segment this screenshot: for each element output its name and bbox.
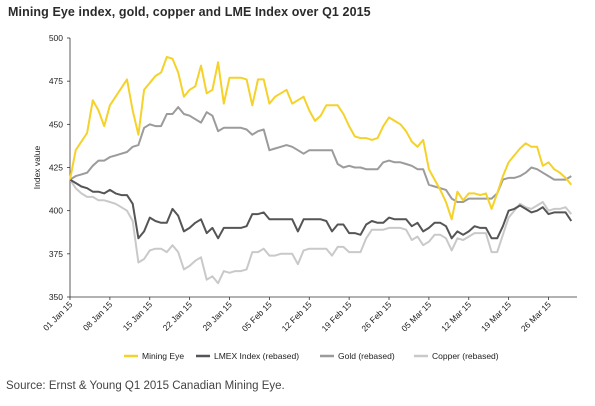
y-tick-label: 375 — [49, 249, 63, 259]
series-layer — [69, 56, 573, 285]
x-tick-label: 19 Mar 15 — [479, 299, 513, 333]
x-tick-label: 05 Mar 15 — [399, 299, 433, 333]
x-tick-label: 12 Mar 15 — [439, 299, 473, 333]
chart-title: Mining Eye index, gold, copper and LME I… — [8, 5, 371, 19]
chart-legend: Mining Eye LMEX Index (rebased) Gold (reba… — [124, 351, 499, 361]
x-tick-label: 29 Jan 15 — [200, 299, 234, 333]
legend-label: Mining Eye — [142, 351, 184, 361]
x-tick-label: 15 Jan 15 — [121, 299, 155, 333]
source-note: Source: Ernst & Young Q1 2015 Canadian M… — [6, 380, 285, 392]
y-tick-label: 500 — [49, 33, 63, 43]
x-tick-label: 12 Feb 15 — [280, 299, 314, 333]
legend-label: Copper (rebased) — [432, 351, 499, 361]
y-tick-label: 400 — [49, 206, 63, 216]
x-tick-label: 05 Feb 15 — [240, 299, 274, 333]
y-tick-label: 425 — [49, 163, 63, 173]
x-tick-label: 19 Feb 15 — [319, 299, 353, 333]
series-line-copper-rebased — [69, 179, 573, 285]
y-axis-label: Index value — [32, 145, 42, 189]
series-line-gold-rebased — [69, 106, 572, 203]
series-line-lmex-index-rebased — [69, 178, 573, 240]
y-tick-label: 450 — [49, 119, 63, 129]
legend-label: Gold (rebased) — [338, 351, 395, 361]
legend-label: LMEX Index (rebased) — [214, 351, 299, 361]
chart-axes: 350 375 400 425 450 475 500 Index value 01 Jan 1… — [32, 33, 577, 333]
x-tick-label: 26 Feb 15 — [359, 299, 393, 333]
x-tick-label: 26 Mar 15 — [519, 299, 553, 333]
x-tick-label: 08 Jan 15 — [81, 299, 115, 333]
x-tick-label: 22 Jan 15 — [161, 299, 195, 333]
series-line-mining-eye — [69, 56, 573, 221]
y-tick-label: 350 — [49, 292, 63, 302]
y-tick-label: 475 — [49, 76, 63, 86]
x-tick-label: 01 Jan 15 — [41, 299, 75, 333]
